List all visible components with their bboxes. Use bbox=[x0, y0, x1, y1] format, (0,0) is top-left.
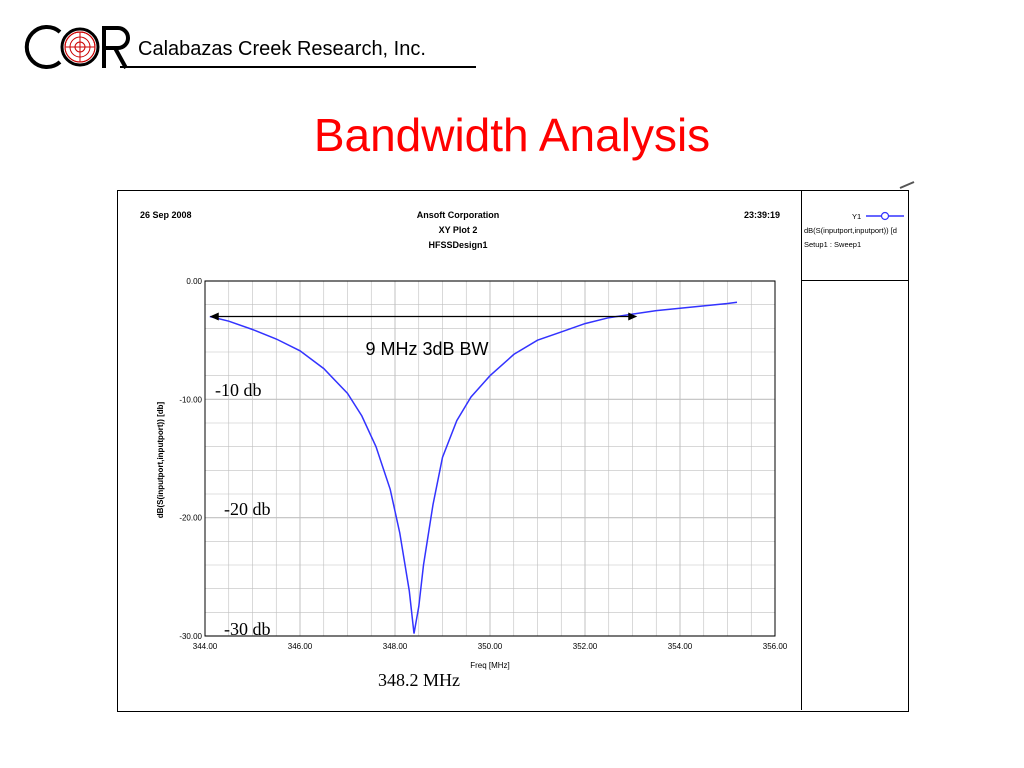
plot-name: XY Plot 2 bbox=[438, 225, 478, 235]
y-tick-label: -30.00 bbox=[179, 632, 202, 641]
y-tick-label: -10.00 bbox=[179, 395, 202, 404]
arrow-head-right bbox=[628, 312, 638, 321]
y-axis-label: dB(S(inputport,inputport)) [db] bbox=[156, 401, 165, 518]
bandwidth-annotation: 9 MHz 3dB BW bbox=[365, 339, 488, 359]
y-tick-labels: 0.00 -10.00 -20.00 -30.00 bbox=[179, 277, 202, 641]
x-tick-label: 350.00 bbox=[478, 642, 503, 651]
legend-setup-label: Setup1 : Sweep1 bbox=[804, 240, 862, 249]
plot-frame: 26 Sep 2008 23:39:19 Ansoft Corporation … bbox=[117, 190, 909, 712]
x-axis-label: Freq [MHz] bbox=[470, 661, 510, 670]
plot-time: 23:39:19 bbox=[744, 210, 781, 220]
arrow-head-left bbox=[209, 312, 219, 321]
minus10-annotation: -10 db bbox=[215, 380, 262, 400]
legend-trace-label: dB(S(inputport,inputport)) [d bbox=[804, 226, 897, 235]
legend-separator bbox=[802, 280, 908, 281]
slide-title: Bandwidth Analysis bbox=[313, 109, 711, 161]
x-tick-label: 352.00 bbox=[573, 642, 598, 651]
plot-design: HFSSDesign1 bbox=[428, 240, 488, 250]
x-tick-labels: 344.00 346.00 348.00 350.00 352.00 354.00 356.… bbox=[193, 642, 788, 651]
x-tick-label: 346.00 bbox=[288, 642, 313, 651]
header-rule bbox=[120, 66, 476, 68]
plot-date: 26 Sep 2008 bbox=[140, 210, 192, 220]
x-tick-label: 354.00 bbox=[668, 642, 693, 651]
x-tick-label: 348.00 bbox=[383, 642, 408, 651]
y-tick-label: -20.00 bbox=[179, 514, 202, 523]
bandwidth-arrow bbox=[209, 312, 638, 321]
y-tick-label: 0.00 bbox=[186, 277, 202, 286]
center-freq-annotation: 348.2 MHz bbox=[378, 670, 460, 690]
legend-trace-marker bbox=[866, 211, 904, 221]
s11-trace bbox=[209, 301, 738, 634]
minus20-annotation: -20 db bbox=[224, 499, 271, 519]
minus30-annotation: -30 db bbox=[224, 619, 271, 639]
plot-grid bbox=[204, 280, 776, 637]
company-logo bbox=[20, 22, 132, 77]
plot-company: Ansoft Corporation bbox=[416, 210, 500, 220]
plot-area-border bbox=[204, 280, 776, 637]
x-tick-label: 356.00 bbox=[763, 642, 788, 651]
company-name: Calabazas Creek Research, Inc. bbox=[138, 38, 426, 60]
corner-glyph bbox=[899, 181, 915, 189]
legend-series-id: Y1 bbox=[852, 212, 862, 221]
legend-panel: Y1 dB(S(inputport,inputport)) [d Setup1 … bbox=[801, 190, 908, 710]
x-tick-label: 344.00 bbox=[193, 642, 218, 651]
